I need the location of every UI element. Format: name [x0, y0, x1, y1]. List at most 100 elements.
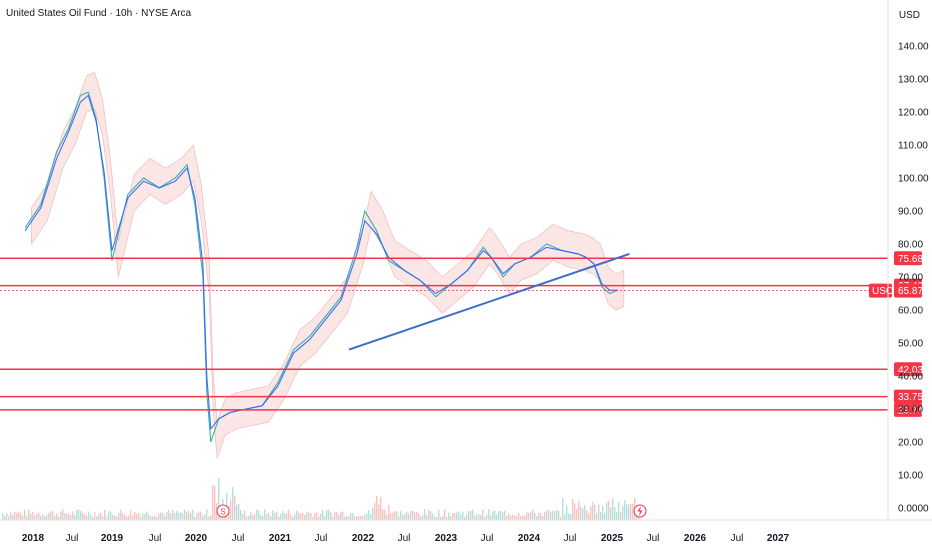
volume-bar — [608, 500, 610, 520]
level-tag-label: 42.03 — [898, 365, 923, 376]
volume-bar — [592, 501, 594, 520]
volume-bar — [512, 514, 514, 520]
volume-bar — [490, 515, 492, 520]
volume-bar — [584, 505, 586, 520]
volume-bar — [250, 512, 252, 520]
level-tag-label: 29.74 — [898, 405, 923, 416]
volume-bar — [78, 509, 80, 520]
volume-bar — [390, 513, 392, 520]
volume-bar — [200, 511, 202, 520]
volume-bar — [148, 514, 150, 520]
volume-bar — [566, 505, 568, 520]
volume-bar — [456, 512, 458, 520]
volume-bar — [398, 516, 400, 520]
x-tick-label: 2024 — [518, 533, 541, 544]
volume-bar — [196, 513, 198, 520]
volume-bar — [262, 515, 264, 520]
volume-bar — [408, 513, 410, 520]
volume-bar — [174, 513, 176, 520]
volume-bar — [428, 509, 430, 520]
y-tick-label: 50.00 — [898, 339, 923, 350]
x-tick-label: 2021 — [269, 533, 292, 544]
volume-bar — [602, 505, 604, 520]
x-tick-label: 2020 — [185, 533, 208, 544]
trendline-segment — [348, 252, 630, 351]
volume-bar — [420, 516, 422, 520]
currency-label[interactable]: USD — [898, 10, 920, 21]
volume-bar — [324, 515, 326, 520]
level-tag — [894, 362, 922, 377]
x-tick-label: Jul — [149, 533, 162, 544]
volume-bar — [546, 510, 548, 520]
volume-bar — [76, 510, 78, 520]
current-price-label: 65.87 — [898, 286, 923, 297]
volume-bar — [120, 510, 122, 520]
volume-bar — [166, 511, 168, 520]
y-tick-label: 40.00 — [898, 372, 923, 383]
volume-bar — [282, 510, 284, 520]
volume-bar — [290, 515, 292, 520]
volume-bar — [64, 513, 66, 520]
x-tick-label: Jul — [66, 533, 79, 544]
volume-bar — [556, 510, 558, 520]
volume-bar — [484, 516, 486, 520]
volume-bar — [574, 503, 576, 520]
volume-bar — [136, 513, 138, 520]
volume-bar — [248, 515, 250, 520]
volume-bar — [520, 516, 522, 520]
volume-bar — [74, 514, 76, 520]
volume-bar — [334, 512, 336, 520]
volume-bar — [370, 514, 372, 520]
volume-bar — [56, 513, 58, 520]
volume-bar — [48, 513, 50, 520]
volume-bar — [162, 512, 164, 520]
volume-bar — [482, 509, 484, 520]
y-tick-label: 140.00 — [898, 42, 929, 53]
volume-bar — [276, 512, 278, 520]
volume-bar — [252, 514, 254, 520]
volume-bar — [326, 510, 328, 520]
volume-bar — [92, 516, 94, 520]
volume-bar — [518, 513, 520, 520]
volume-bar — [158, 513, 160, 520]
volume-bar — [474, 515, 476, 520]
volume-bar — [380, 496, 382, 520]
volume-bar — [10, 512, 12, 520]
volume-bar — [622, 505, 624, 520]
volume-bar — [502, 512, 504, 520]
volume-bar — [108, 511, 110, 520]
volume-bar — [40, 515, 42, 520]
dividend-icon-glyph: S — [220, 508, 225, 517]
volume-bar — [468, 510, 470, 520]
volume-bar — [576, 508, 578, 520]
volume-bar — [582, 508, 584, 520]
volume-bar — [82, 512, 84, 520]
volume-bar — [460, 514, 462, 520]
volume-bar — [444, 509, 446, 520]
volume-bar — [144, 514, 146, 520]
volume-bar — [214, 485, 216, 520]
volume-bar — [438, 510, 440, 520]
volume-bar — [434, 516, 436, 520]
volume-bar — [552, 510, 554, 520]
volume-bar — [338, 514, 340, 520]
volume-bar — [30, 513, 32, 520]
volume-bar — [314, 513, 316, 520]
volume-bar — [238, 503, 240, 520]
level-tag — [894, 389, 922, 404]
level-tag-label: 75.68 — [898, 254, 923, 265]
volume-bar — [312, 516, 314, 520]
volume-bar — [508, 513, 510, 520]
y-tick-label: 70.00 — [898, 273, 923, 284]
volume-bar — [494, 510, 496, 520]
volume-bar — [150, 516, 152, 520]
volume-bar — [268, 512, 270, 520]
volume-bar — [272, 510, 274, 520]
y-tick-label: 10.00 — [898, 471, 923, 482]
volume-bar — [416, 511, 418, 520]
volume-bar — [172, 509, 174, 520]
volume-bar — [182, 513, 184, 520]
volume-bar — [564, 514, 566, 520]
volume-bar — [316, 512, 318, 520]
